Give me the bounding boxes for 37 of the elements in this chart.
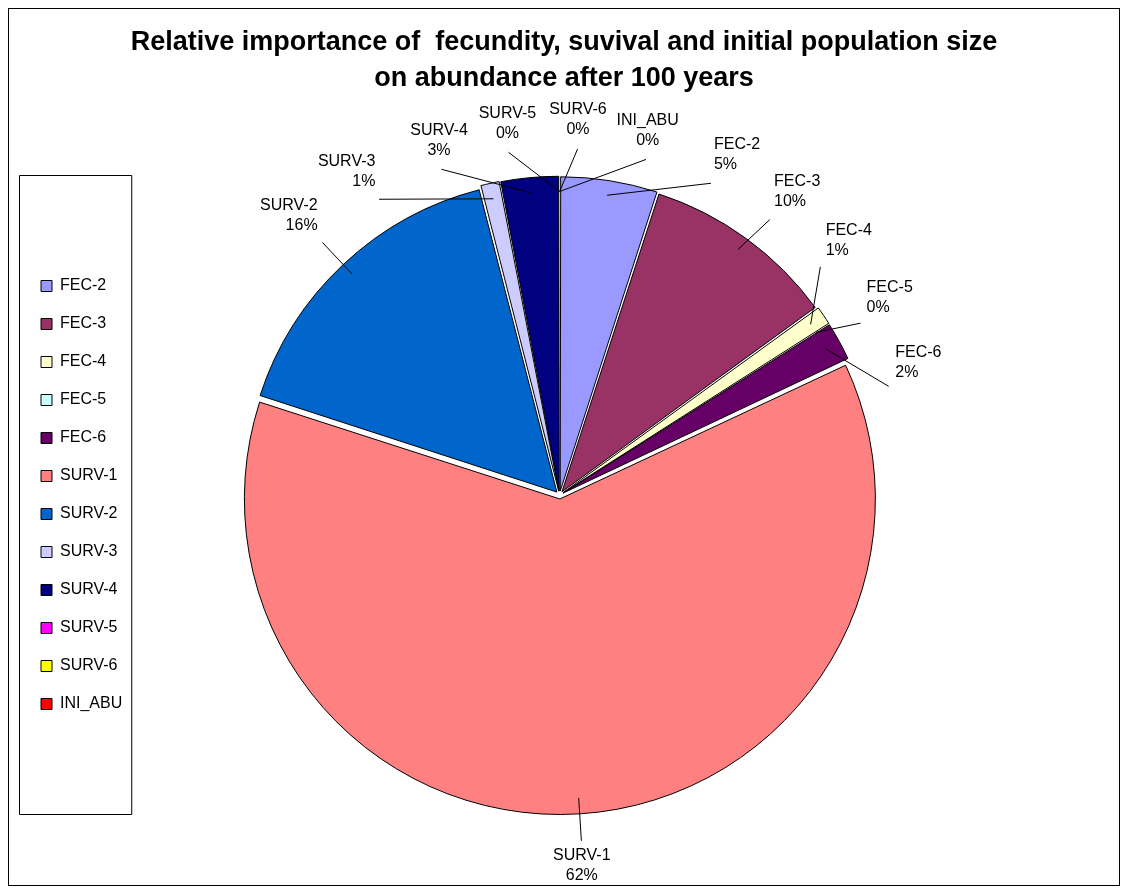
slice-label: FEC-4 [825, 220, 872, 238]
slice-label: FEC-2 [713, 135, 761, 153]
data-label: 2% [895, 362, 919, 380]
legend-label: SURV-4 [60, 580, 118, 598]
text: 0% [636, 131, 660, 149]
data-label: 62% [565, 866, 598, 884]
slice-label: SURV-2 [260, 195, 318, 213]
text: 0% [866, 298, 890, 316]
legend-label: SURV-2 [60, 504, 118, 522]
data-label: 1% [825, 240, 849, 258]
legend-label: SURV-1 [60, 466, 118, 484]
text: 0% [566, 120, 590, 138]
chart-title: Relative importance of fecundity, suvival and initial population size on abundance after 100 years [129, 25, 999, 94]
legend-label: FEC-3 [60, 314, 107, 332]
data-label: 5% [713, 155, 738, 173]
legend-label: SURV-5 [60, 618, 118, 636]
legend-label: FEC-4 [60, 352, 107, 370]
slice-label: SURV-3 [317, 151, 376, 169]
category-label: SURV-6 [549, 100, 607, 118]
legend-label: FEC-5 [60, 390, 107, 408]
legend-label: SURV-3 [60, 542, 118, 560]
category-label: FEC-5 [866, 278, 913, 296]
data-label: 1% [352, 171, 376, 189]
text: 0% [495, 123, 520, 141]
legend-label: SURV-6 [60, 656, 118, 674]
data-label: 16% [285, 215, 318, 233]
slice-label: FEC-3 [774, 172, 821, 190]
slice-label: SURV-1 [553, 846, 611, 864]
legend-label: FEC-2 [60, 276, 107, 294]
slice-label: FEC-6 [895, 342, 942, 360]
legend-label: FEC-6 [60, 428, 107, 446]
data-label: 3% [427, 141, 451, 159]
category-label: SURV-5 [478, 103, 537, 121]
category-label: INI_ABU [616, 111, 679, 129]
data-label: 10% [774, 192, 807, 210]
slice-label: SURV-4 [410, 121, 468, 139]
legend-label: INI_ABU [60, 694, 123, 713]
